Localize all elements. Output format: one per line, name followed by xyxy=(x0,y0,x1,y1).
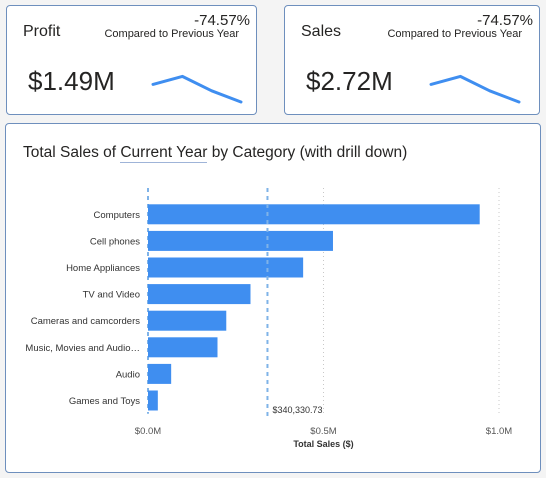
category-label: Audio xyxy=(116,369,140,380)
sales-title: Sales xyxy=(301,23,342,40)
x-tick-label: $0.0M xyxy=(135,426,161,437)
x-tick-label: $1.0M xyxy=(486,426,512,437)
category-label: Cell phones xyxy=(90,236,140,247)
bar[interactable] xyxy=(148,363,172,384)
sales-delta: -74.57% xyxy=(477,12,533,29)
bar[interactable] xyxy=(148,337,218,358)
sales-kpi-card[interactable]: Sales -74.57% Compared to Previous Year … xyxy=(284,5,540,115)
category-label: Computers xyxy=(94,210,141,221)
profit-sparkline xyxy=(151,74,243,104)
sales-sparkline xyxy=(429,74,521,104)
bar-chart: Computers Cell phones Home Appliances TV an… xyxy=(25,188,512,449)
bar[interactable] xyxy=(148,204,480,225)
current-year-link[interactable]: Current Year xyxy=(120,144,208,163)
sales-by-category-chart-card[interactable]: Total Sales of Current Year by Category … xyxy=(5,123,541,473)
bar[interactable] xyxy=(148,257,304,278)
category-label: TV and Video xyxy=(83,290,140,301)
profit-value: $1.49M xyxy=(28,66,115,96)
profit-delta: -74.57% xyxy=(194,12,250,29)
category-label: Games and Toys xyxy=(69,396,140,407)
bar[interactable] xyxy=(148,390,158,411)
chart-title: Total Sales of Current Year by Category … xyxy=(23,144,408,163)
category-label: Home Appliances xyxy=(66,263,140,274)
category-label: Music, Movies and Audio… xyxy=(25,343,140,354)
chart-title-prefix: Total Sales of xyxy=(23,144,121,161)
bar[interactable] xyxy=(148,284,251,305)
profit-title: Profit xyxy=(23,23,61,40)
bar[interactable] xyxy=(148,230,333,251)
profit-kpi-card[interactable]: Profit -74.57% Compared to Previous Year… xyxy=(6,5,257,115)
category-label: Cameras and camcorders xyxy=(31,316,141,327)
bar[interactable] xyxy=(148,310,227,331)
profit-compare-label: Compared to Previous Year xyxy=(104,28,239,40)
profit-trend-line xyxy=(151,74,243,104)
x-tick-label: $0.5M xyxy=(310,426,336,437)
chart-title-suffix: by Category (with drill down) xyxy=(207,144,408,161)
sales-trend-line xyxy=(429,74,521,104)
sales-compare-label: Compared to Previous Year xyxy=(387,28,522,40)
reference-line-label: $340,330.73 xyxy=(272,405,322,415)
sales-value: $2.72M xyxy=(306,66,393,96)
x-axis-title: Total Sales ($) xyxy=(293,439,353,449)
